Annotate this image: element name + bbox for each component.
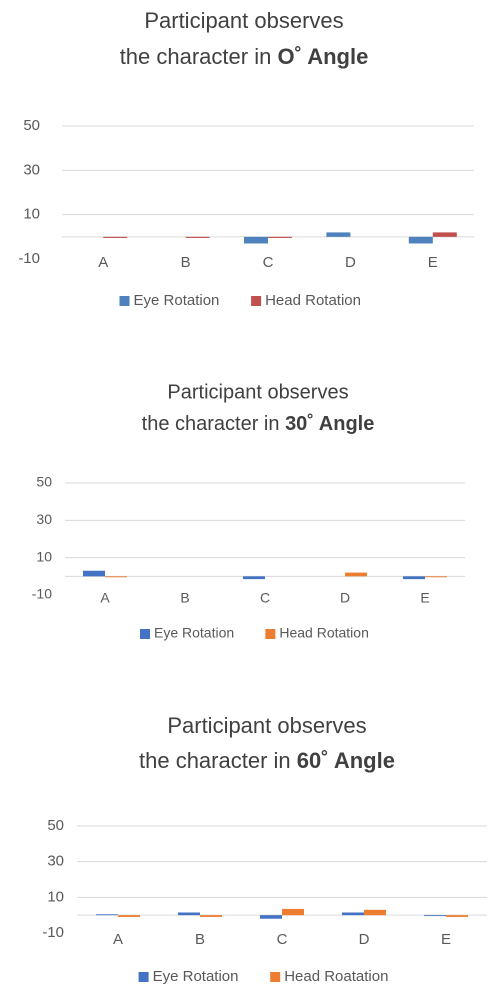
legend-label: Head Roatation: [284, 968, 388, 985]
bar: [243, 576, 265, 580]
y-tick-label: 50: [36, 474, 52, 490]
chart-title-text: the character in: [120, 44, 272, 69]
x-tick-label: A: [113, 931, 123, 948]
legend-swatch: [265, 629, 276, 639]
x-tick-label: D: [340, 590, 350, 606]
x-tick-label: A: [98, 254, 108, 271]
x-tick-label: C: [277, 931, 288, 948]
bar: [200, 915, 222, 917]
legend-swatch: [119, 296, 130, 306]
x-tick-label: E: [441, 931, 451, 948]
chart-title-line: Participant observes: [144, 8, 343, 33]
y-tick-label: -10: [18, 250, 40, 267]
legend-label: Eye Rotation: [153, 968, 239, 985]
bar: [178, 912, 200, 916]
legend-swatch: [138, 972, 149, 982]
legend-swatch: [270, 972, 281, 982]
bar: [96, 914, 118, 916]
x-tick-label: D: [345, 254, 356, 271]
chart-title-text: the character in: [139, 748, 291, 773]
x-tick-label: C: [260, 590, 270, 606]
bar: [185, 236, 210, 238]
legend-swatch: [251, 296, 262, 306]
y-tick-label: 30: [36, 511, 52, 527]
bar: [432, 232, 457, 237]
bar: [103, 236, 128, 238]
y-tick-label: 50: [47, 817, 64, 834]
legend-label: Head Rotation: [279, 625, 369, 641]
bar: [118, 915, 140, 917]
y-tick-label: 10: [23, 206, 40, 223]
chart-title-line: the character in 30˚ Angle: [142, 412, 375, 435]
y-tick-label: 50: [23, 117, 40, 134]
x-tick-label: B: [180, 590, 189, 606]
bar: [282, 908, 304, 916]
y-tick-label: -10: [32, 586, 52, 602]
bar: [408, 236, 433, 244]
bar: [105, 576, 127, 578]
x-tick-label: E: [428, 254, 438, 271]
y-tick-label: 10: [36, 548, 52, 564]
bar: [403, 576, 425, 580]
bar: [446, 915, 468, 917]
bar: [342, 912, 364, 916]
bar: [83, 570, 105, 577]
x-tick-label: B: [195, 931, 205, 948]
x-tick-label: C: [263, 254, 274, 271]
bar: [326, 232, 351, 237]
legend-label: Eye Rotation: [134, 292, 220, 309]
x-tick-label: A: [100, 590, 110, 606]
legend-swatch: [140, 629, 150, 639]
chart-title-emphasis: O˚ Angle: [277, 44, 368, 69]
chart-title-line: Participant observes: [167, 381, 348, 403]
chart-title-line: Participant observes: [167, 713, 366, 738]
x-tick-label: D: [359, 931, 370, 948]
chart-title-emphasis: 30˚ Angle: [285, 412, 374, 435]
bar: [364, 909, 386, 916]
bar: [268, 236, 292, 238]
bar: [260, 915, 282, 919]
legend-label: Eye Rotation: [154, 625, 234, 641]
bar: [424, 915, 446, 917]
chart-title-line: the character in 60˚ Angle: [139, 748, 395, 773]
bar: [425, 576, 447, 578]
x-tick-label: B: [181, 254, 191, 271]
x-tick-label: E: [420, 590, 429, 606]
bar: [244, 236, 268, 244]
chart-title-line: the character in O˚ Angle: [120, 44, 369, 69]
y-tick-label: 30: [23, 161, 40, 178]
y-tick-label: 30: [47, 853, 64, 870]
bar: [345, 572, 367, 577]
y-tick-label: 10: [47, 888, 64, 905]
legend-label: Head Rotation: [265, 292, 361, 309]
y-tick-label: -10: [42, 924, 64, 941]
chart-title-text: the character in: [142, 413, 280, 435]
chart-title-emphasis: 60˚ Angle: [297, 748, 395, 773]
